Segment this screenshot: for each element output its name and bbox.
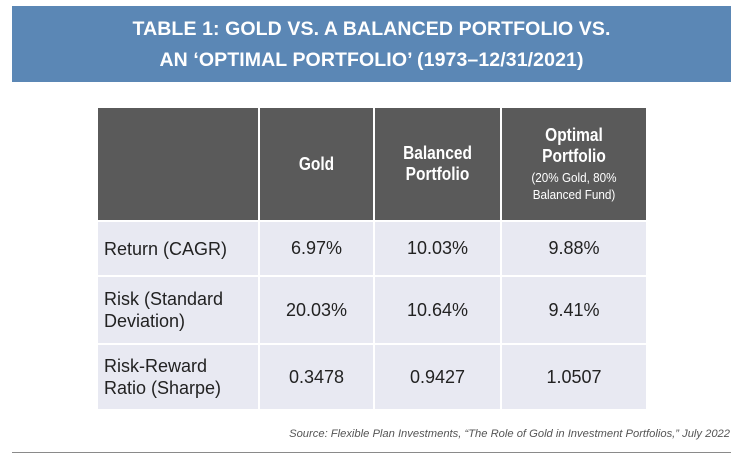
- bottom-divider: [12, 452, 731, 453]
- row-label-text: Ratio (Sharpe): [104, 378, 222, 398]
- row-label-text: Risk (Standard: [104, 289, 224, 309]
- title-line-1: TABLE 1: GOLD VS. A BALANCED PORTFOLIO V…: [132, 18, 611, 40]
- cell-return-balanced: 10.03%: [375, 222, 500, 275]
- header-balanced-line2: Portfolio: [405, 164, 470, 184]
- source-citation: Source: Flexible Plan Investments, “The …: [289, 428, 730, 440]
- row-label-risk: Risk (Standard Deviation): [98, 277, 258, 343]
- cell-return-optimal: 9.88%: [502, 222, 646, 275]
- header-optimal-line2: Portfolio: [542, 146, 606, 166]
- cell-return-gold: 6.97%: [260, 222, 373, 275]
- header-optimal-line1: Optimal: [545, 125, 603, 145]
- header-balanced: Balanced Portfolio: [375, 108, 500, 220]
- row-label-text: Return (CAGR): [104, 238, 228, 259]
- row-label-text: Deviation): [104, 311, 186, 331]
- cell-sharpe-gold: 0.3478: [260, 345, 373, 409]
- table-row: Return (CAGR) 6.97% 10.03% 9.88%: [98, 222, 646, 275]
- header-balanced-line1: Balanced: [403, 143, 472, 163]
- comparison-table: Gold Balanced Portfolio Optimal Portfoli…: [96, 106, 648, 411]
- header-empty-cell: [98, 108, 258, 220]
- header-gold: Gold: [260, 108, 373, 220]
- cell-risk-gold: 20.03%: [260, 277, 373, 343]
- header-optimal: Optimal Portfolio (20% Gold, 80% Balance…: [502, 108, 646, 220]
- row-label-text: Risk-Reward: [104, 356, 208, 376]
- table-row: Risk (Standard Deviation) 20.03% 10.64% …: [98, 277, 646, 343]
- table-row: Risk-Reward Ratio (Sharpe) 0.3478 0.9427…: [98, 345, 646, 409]
- cell-sharpe-optimal: 1.0507: [502, 345, 646, 409]
- cell-sharpe-balanced: 0.9427: [375, 345, 500, 409]
- title-banner: TABLE 1: GOLD VS. A BALANCED PORTFOLIO V…: [12, 6, 731, 82]
- title-line-2: AN ‘OPTIMAL PORTFOLIO’ (1973–12/31/2021): [159, 49, 584, 71]
- row-label-return: Return (CAGR): [98, 222, 258, 275]
- header-optimal-sub2: Balanced Fund): [532, 187, 616, 202]
- header-gold-label: Gold: [298, 153, 335, 174]
- row-label-sharpe: Risk-Reward Ratio (Sharpe): [98, 345, 258, 409]
- cell-risk-balanced: 10.64%: [375, 277, 500, 343]
- cell-risk-optimal: 9.41%: [502, 277, 646, 343]
- table-header-row: Gold Balanced Portfolio Optimal Portfoli…: [98, 108, 646, 220]
- header-optimal-sub1: (20% Gold, 80%: [531, 170, 617, 185]
